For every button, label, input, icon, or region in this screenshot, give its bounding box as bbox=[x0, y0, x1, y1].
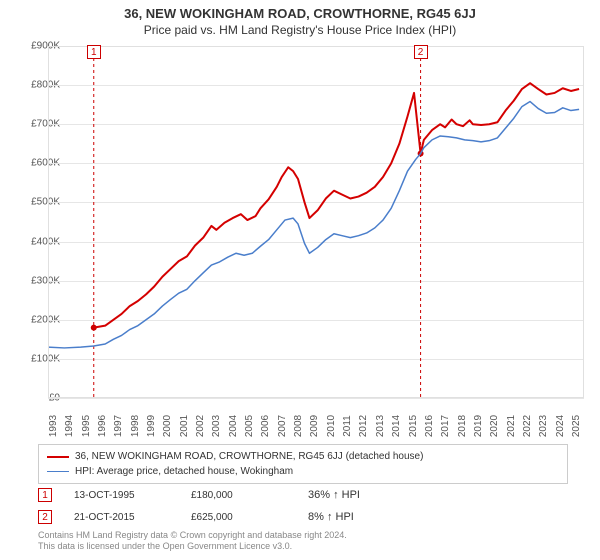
x-tick-label: 2021 bbox=[506, 415, 517, 437]
legend-swatch bbox=[47, 471, 69, 472]
x-tick-label: 1993 bbox=[48, 415, 59, 437]
x-tick-label: 2024 bbox=[555, 415, 566, 437]
legend-swatch bbox=[47, 456, 69, 458]
sale-marker-1: 1 bbox=[38, 488, 52, 502]
x-tick-label: 1994 bbox=[64, 415, 75, 437]
x-tick-label: 2013 bbox=[375, 415, 386, 437]
legend-row: HPI: Average price, detached house, Woki… bbox=[47, 464, 559, 479]
x-tick-label: 2004 bbox=[228, 415, 239, 437]
x-tick-label: 2018 bbox=[457, 415, 468, 437]
legend: 36, NEW WOKINGHAM ROAD, CROWTHORNE, RG45… bbox=[38, 444, 568, 484]
x-tick-label: 2003 bbox=[211, 415, 222, 437]
sale-row-2: 2 21-OCT-2015 £625,000 8% ↑ HPI bbox=[38, 506, 568, 528]
footer-line-1: Contains HM Land Registry data © Crown c… bbox=[38, 530, 568, 541]
x-axis-ticks: 1993 1994 1995 1996 1997 1998 1999 2000 2001 2002… bbox=[48, 398, 584, 438]
sale-date: 13-OCT-1995 bbox=[74, 490, 169, 501]
x-tick-label: 1996 bbox=[97, 415, 108, 437]
x-tick-label: 2008 bbox=[293, 415, 304, 437]
footer-line-2: This data is licensed under the Open Gov… bbox=[38, 541, 568, 552]
sale-price: £625,000 bbox=[191, 512, 286, 523]
x-tick-label: 2020 bbox=[489, 415, 500, 437]
x-tick-label: 2010 bbox=[326, 415, 337, 437]
x-tick-label: 2014 bbox=[391, 415, 402, 437]
x-tick-label: 2009 bbox=[309, 415, 320, 437]
series-line-price_paid bbox=[94, 83, 579, 327]
legend-label: HPI: Average price, detached house, Woki… bbox=[75, 466, 293, 477]
series-line-hpi bbox=[48, 102, 579, 348]
x-tick-label: 2001 bbox=[179, 415, 190, 437]
x-tick-label: 2016 bbox=[424, 415, 435, 437]
attribution-footer: Contains HM Land Registry data © Crown c… bbox=[38, 530, 568, 553]
x-tick-label: 2005 bbox=[244, 415, 255, 437]
plot-area bbox=[48, 46, 584, 398]
x-tick-label: 1997 bbox=[113, 415, 124, 437]
x-tick-label: 2012 bbox=[358, 415, 369, 437]
x-tick-label: 1995 bbox=[81, 415, 92, 437]
legend-row: 36, NEW WOKINGHAM ROAD, CROWTHORNE, RG45… bbox=[47, 449, 559, 464]
x-tick-label: 2007 bbox=[277, 415, 288, 437]
sale-delta: 8% ↑ HPI bbox=[308, 511, 403, 523]
page-subtitle: Price paid vs. HM Land Registry's House … bbox=[0, 23, 600, 37]
page-title: 36, NEW WOKINGHAM ROAD, CROWTHORNE, RG45… bbox=[0, 6, 600, 21]
reference-marker-1: 1 bbox=[87, 45, 101, 59]
x-tick-label: 1998 bbox=[130, 415, 141, 437]
x-tick-label: 2002 bbox=[195, 415, 206, 437]
x-tick-label: 1999 bbox=[146, 415, 157, 437]
sale-date: 21-OCT-2015 bbox=[74, 512, 169, 523]
sale-marker-2: 2 bbox=[38, 510, 52, 524]
x-tick-label: 2023 bbox=[538, 415, 549, 437]
chart-container: 36, NEW WOKINGHAM ROAD, CROWTHORNE, RG45… bbox=[0, 0, 600, 560]
x-tick-label: 2017 bbox=[440, 415, 451, 437]
x-tick-label: 2000 bbox=[162, 415, 173, 437]
sales-annotations: 1 13-OCT-1995 £180,000 36% ↑ HPI 2 21-OCT-201… bbox=[38, 484, 568, 528]
x-tick-label: 2006 bbox=[260, 415, 271, 437]
sale-delta: 36% ↑ HPI bbox=[308, 489, 403, 501]
header: 36, NEW WOKINGHAM ROAD, CROWTHORNE, RG45… bbox=[0, 0, 600, 37]
sale-row-1: 1 13-OCT-1995 £180,000 36% ↑ HPI bbox=[38, 484, 568, 506]
chart-lines bbox=[48, 46, 584, 398]
x-tick-label: 2015 bbox=[408, 415, 419, 437]
x-tick-label: 2011 bbox=[342, 415, 353, 437]
sale-price: £180,000 bbox=[191, 490, 286, 501]
legend-label: 36, NEW WOKINGHAM ROAD, CROWTHORNE, RG45… bbox=[75, 451, 423, 462]
x-tick-label: 2022 bbox=[522, 415, 533, 437]
reference-marker-2: 2 bbox=[414, 45, 428, 59]
x-tick-label: 2025 bbox=[571, 415, 582, 437]
x-tick-label: 2019 bbox=[473, 415, 484, 437]
